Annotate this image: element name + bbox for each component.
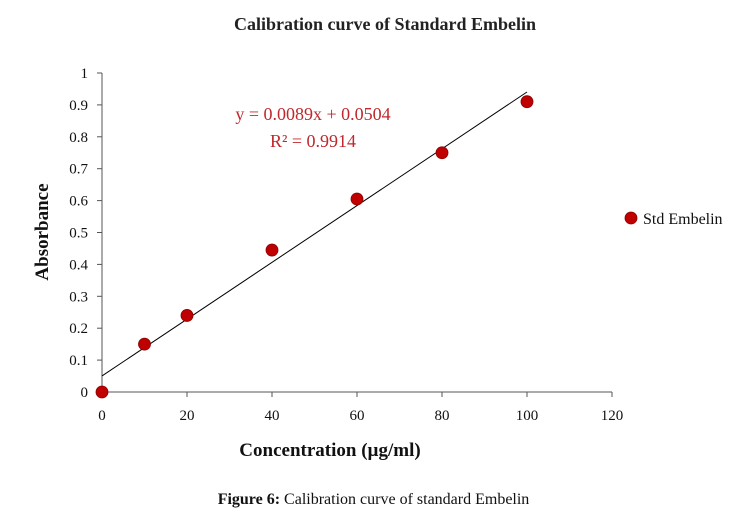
x-tick-label: 0 bbox=[98, 408, 106, 424]
y-tick-label: 0.2 bbox=[69, 321, 88, 337]
legend-label: Std Embelin bbox=[643, 211, 723, 228]
x-axis-label: Concentration (µg/ml) bbox=[239, 440, 420, 461]
x-tick-label: 40 bbox=[265, 408, 280, 424]
figure-label: Figure 6: bbox=[217, 491, 281, 508]
y-tick-group: 0 0.1 0.2 0.3 0.4 0.5 0.6 0.7 0.8 0.9 1 bbox=[69, 66, 102, 401]
x-tick-group: 0 20 40 60 80 100 120 bbox=[98, 392, 623, 424]
y-tick-label: 0.5 bbox=[69, 226, 88, 242]
r-squared-label: R² = 0.9914 bbox=[270, 131, 356, 151]
y-tick-label: 0.9 bbox=[69, 98, 88, 114]
trendline bbox=[101, 91, 528, 377]
data-point bbox=[180, 309, 194, 322]
data-point bbox=[520, 95, 534, 109]
data-point bbox=[350, 192, 364, 206]
y-tick-label: 0.3 bbox=[69, 289, 88, 305]
x-tick-label: 120 bbox=[601, 408, 624, 424]
x-tick-label: 60 bbox=[350, 408, 365, 424]
x-tick-label: 80 bbox=[435, 408, 450, 424]
data-point bbox=[435, 146, 449, 160]
y-tick-label: 0.1 bbox=[69, 353, 88, 369]
y-axis-label: Absorbance bbox=[32, 183, 53, 280]
data-point-group bbox=[95, 95, 534, 399]
y-tick-label: 0.8 bbox=[69, 130, 88, 146]
y-tick-label: 0.7 bbox=[69, 162, 88, 178]
figure-caption-text: Calibration curve of standard Embelin bbox=[280, 491, 530, 508]
y-tick-label: 0.6 bbox=[69, 194, 88, 210]
x-tick-label: 20 bbox=[180, 408, 195, 424]
data-point bbox=[95, 385, 109, 399]
figure-caption: Figure 6: Calibration curve of standard … bbox=[0, 491, 747, 509]
y-tick-label: 0 bbox=[81, 385, 89, 401]
x-tick-label: 100 bbox=[516, 408, 539, 424]
data-point bbox=[138, 337, 151, 351]
legend-marker bbox=[624, 211, 638, 225]
y-tick-label: 1 bbox=[81, 66, 89, 82]
chart: Calibration curve of Standard Embelin 00… bbox=[32, 14, 723, 461]
trendline-equation: y = 0.0089x + 0.0504 bbox=[235, 104, 390, 124]
data-point bbox=[265, 243, 279, 257]
chart-title: Calibration curve of Standard Embelin bbox=[234, 14, 536, 34]
y-tick-label: 0.4 bbox=[69, 257, 88, 273]
